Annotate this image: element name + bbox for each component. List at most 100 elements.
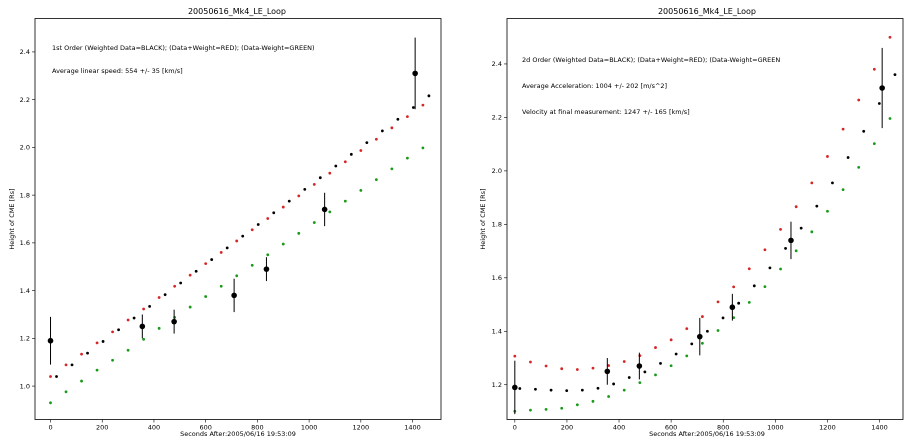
- data-point: [148, 304, 152, 308]
- data-point: [411, 106, 415, 109]
- measurement-point: [696, 333, 703, 340]
- data-point: [575, 368, 579, 371]
- data-point: [643, 370, 647, 374]
- data-point: [405, 115, 409, 119]
- data-point: [549, 388, 553, 392]
- data-point: [716, 329, 720, 332]
- data-point: [281, 205, 285, 209]
- data-marks: [47, 37, 431, 405]
- data-point: [250, 228, 254, 232]
- data-point: [779, 228, 782, 231]
- data-point: [732, 285, 736, 289]
- data-point: [841, 127, 845, 131]
- data-point: [132, 316, 136, 320]
- x-tick-label: 0: [513, 424, 517, 432]
- data-point: [862, 129, 866, 133]
- annotation-velocity: Velocity at final measurement: 1247 +/- …: [522, 108, 690, 116]
- data-point: [210, 258, 214, 261]
- data-point: [95, 368, 99, 372]
- data-point: [390, 167, 394, 171]
- y-tick-label: 1.4: [20, 287, 30, 295]
- data-point: [359, 188, 363, 192]
- data-point: [560, 406, 564, 410]
- data-point: [872, 67, 876, 71]
- data-point: [810, 181, 814, 185]
- data-point: [826, 155, 829, 158]
- x-ticks: 0 200 400 600 800 1000 1200 1400: [48, 419, 421, 432]
- data-point: [365, 141, 369, 145]
- data-point: [659, 361, 662, 365]
- y-tick-label: 2.0: [492, 167, 502, 175]
- data-marks: [512, 35, 897, 415]
- data-point: [857, 166, 861, 169]
- y-tick-label: 1.0: [20, 382, 30, 390]
- measurement-point: [321, 206, 328, 213]
- data-point: [575, 403, 579, 407]
- data-point: [612, 382, 616, 386]
- data-point: [328, 210, 332, 214]
- data-point: [272, 211, 276, 215]
- data-point: [580, 388, 584, 392]
- data-point: [219, 251, 223, 254]
- plot-frame: [506, 18, 904, 420]
- data-point: [513, 354, 517, 358]
- measurement-point: [604, 368, 611, 375]
- data-point: [690, 342, 694, 346]
- data-point: [560, 367, 564, 371]
- data-point: [857, 98, 861, 102]
- data-point: [334, 164, 338, 168]
- data-point: [685, 327, 689, 331]
- data-point: [716, 300, 720, 304]
- data-point: [768, 266, 772, 270]
- data-point: [287, 199, 291, 203]
- data-point: [225, 246, 229, 250]
- data-point: [737, 301, 741, 305]
- measurement-point: [139, 323, 146, 330]
- x-tick-label: 800: [717, 424, 729, 432]
- y-tick-label: 1.6: [20, 239, 30, 247]
- data-point: [405, 156, 409, 160]
- data-point: [872, 142, 876, 146]
- data-point: [142, 307, 146, 311]
- data-point: [534, 387, 537, 391]
- data-point: [163, 293, 167, 297]
- data-point: [518, 387, 522, 390]
- measurement-point: [729, 304, 736, 311]
- data-point: [374, 137, 378, 141]
- data-point: [591, 399, 595, 403]
- data-point: [674, 352, 678, 356]
- data-point: [80, 352, 83, 356]
- data-point: [784, 247, 787, 250]
- annotation-speed: Average linear speed: 554 +/- 35 [km/s]: [52, 67, 183, 75]
- x-tick-label: 1200: [819, 424, 836, 432]
- data-point: [250, 263, 254, 267]
- data-point: [194, 269, 198, 273]
- data-point: [627, 376, 631, 379]
- data-point: [204, 295, 208, 298]
- y-tick-label: 1.6: [492, 274, 502, 282]
- data-point: [142, 337, 146, 341]
- data-point: [732, 316, 736, 320]
- data-point: [607, 395, 611, 398]
- data-point: [544, 407, 548, 411]
- x-tick-label: 1200: [353, 424, 370, 432]
- data-point: [49, 401, 52, 405]
- data-point: [747, 301, 751, 304]
- data-point: [64, 363, 68, 367]
- y-tick-label: 1.4: [492, 328, 502, 336]
- data-point: [256, 223, 260, 226]
- chart-right: 20050616_Mk4_LE_Loop 2d Order (Weighted …: [479, 7, 904, 438]
- measurement-point: [47, 337, 54, 344]
- data-point: [188, 305, 192, 309]
- data-point: [303, 188, 307, 191]
- data-point: [622, 360, 626, 363]
- y-tick-label: 1.8: [20, 191, 30, 199]
- x-tick-label: 400: [148, 424, 160, 432]
- x-tick-label: 1400: [404, 424, 421, 432]
- y-tick-label: 2.4: [492, 60, 502, 68]
- data-point: [86, 351, 89, 355]
- data-point: [266, 253, 270, 257]
- y-axis-label: Height of CME [Rs]: [8, 188, 16, 249]
- y-tick-label: 2.2: [20, 96, 30, 104]
- data-point: [888, 117, 892, 120]
